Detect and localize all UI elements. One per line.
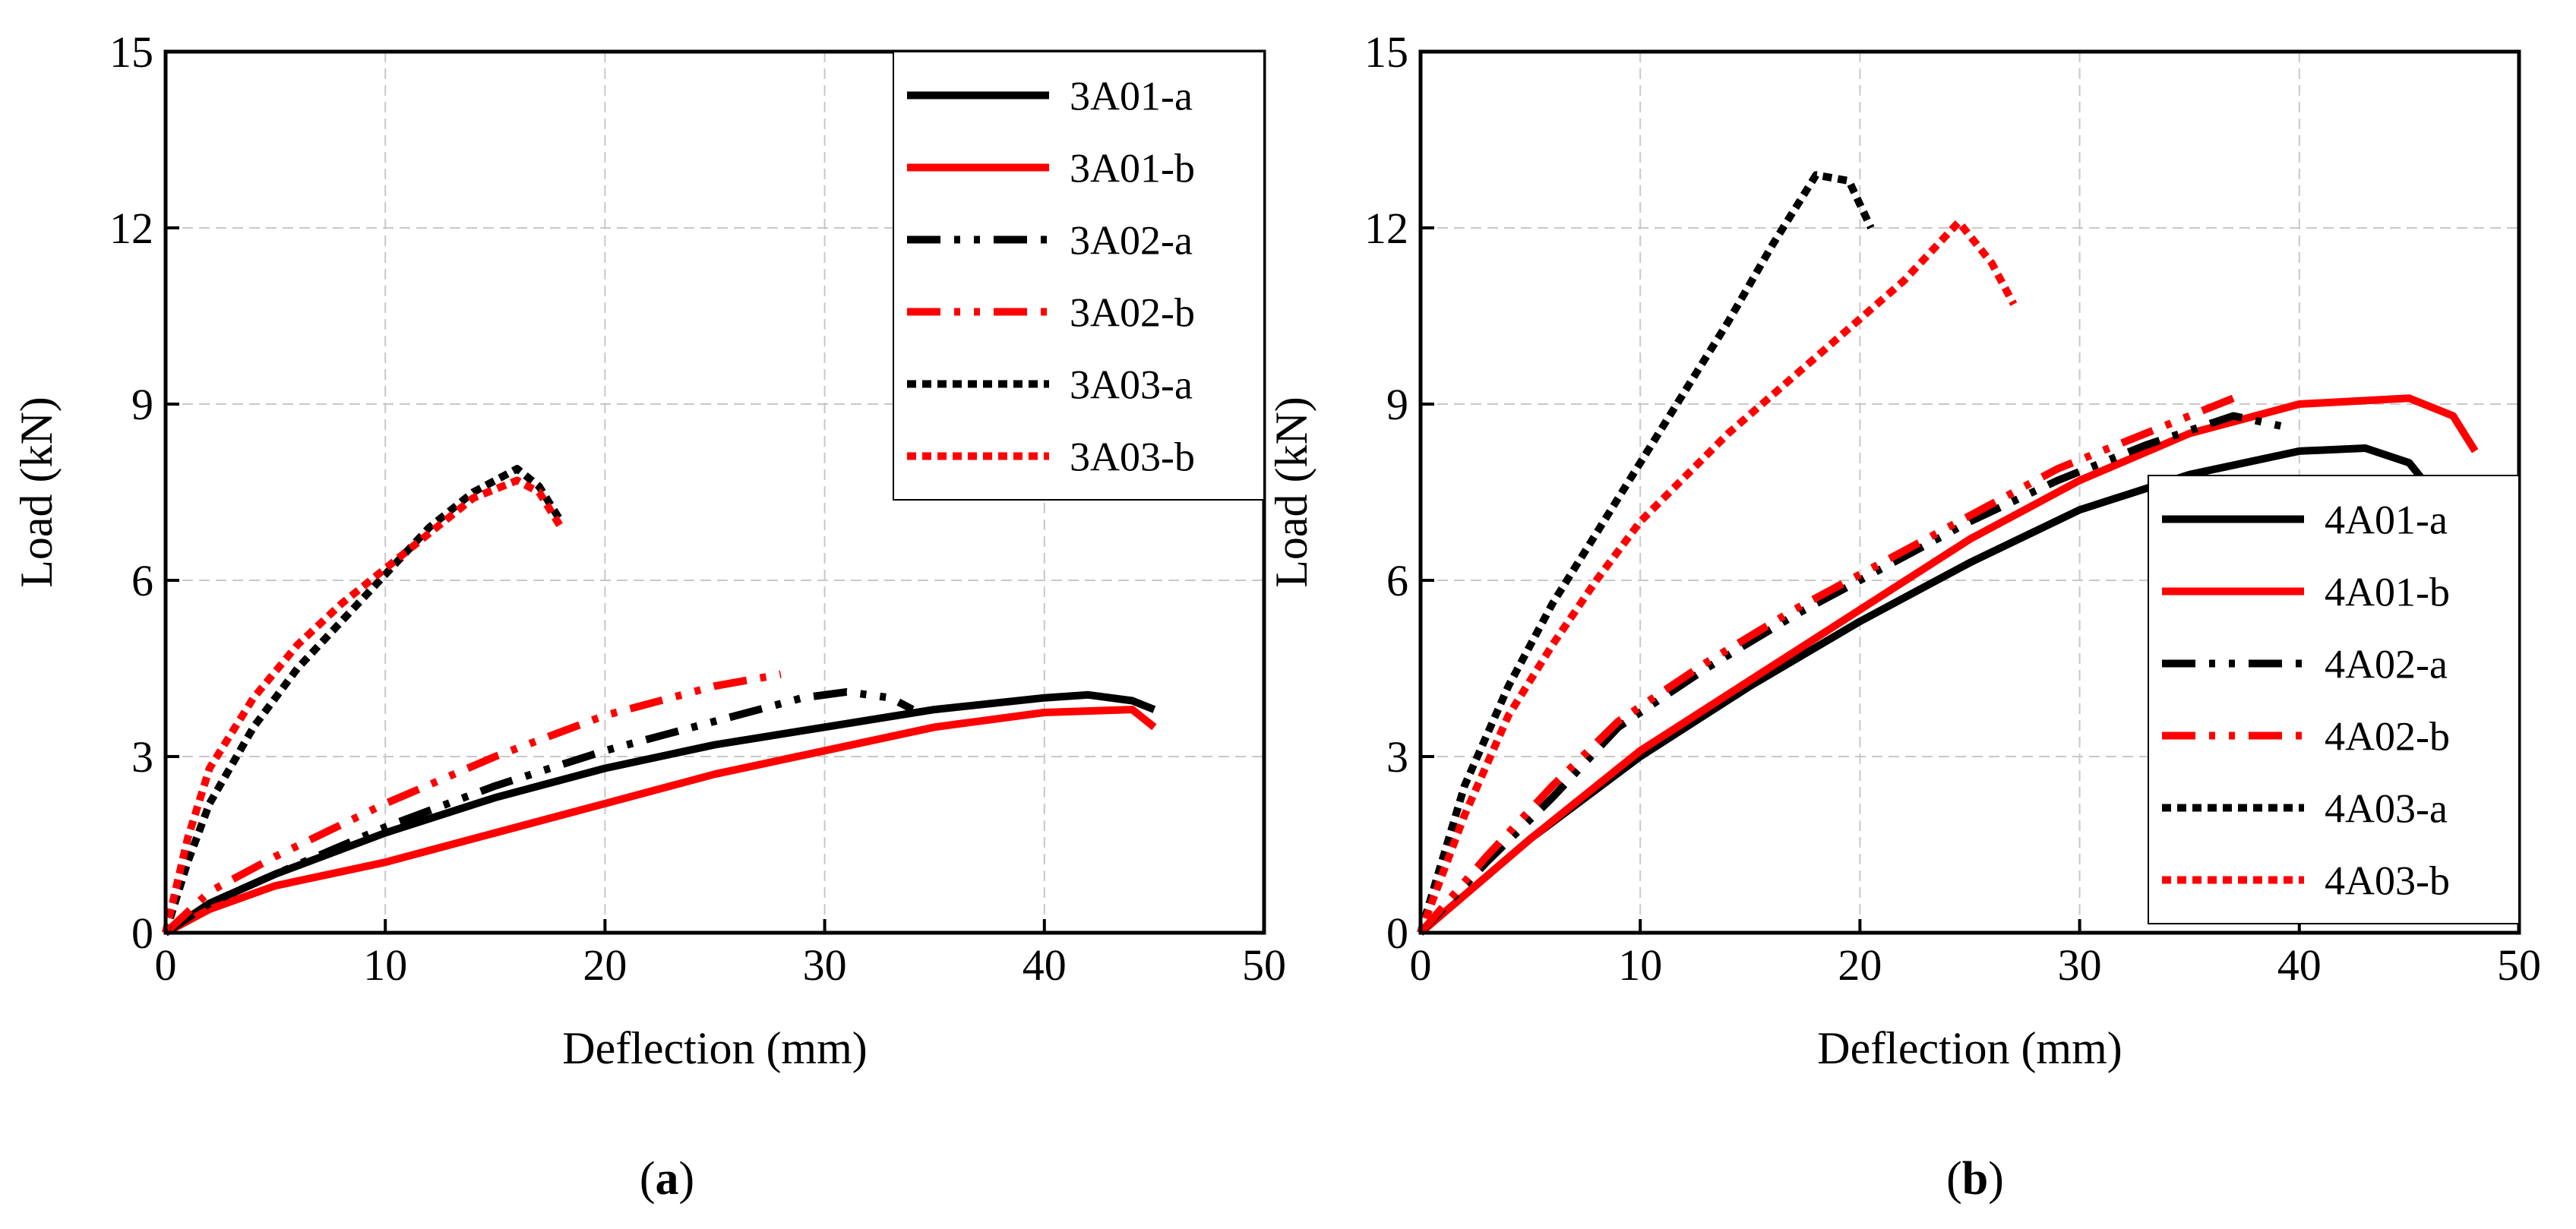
legend-label: 4A01-a bbox=[2325, 498, 2448, 543]
legend-box bbox=[2148, 475, 2520, 924]
y-axis-title: Load (kN) bbox=[11, 397, 62, 588]
x-tick-label: 0 bbox=[1410, 940, 1432, 990]
legend-label: 3A03-b bbox=[1070, 434, 1195, 480]
legend-box bbox=[893, 51, 1265, 501]
y-tick-label: 6 bbox=[131, 556, 153, 605]
y-tick-label: 0 bbox=[131, 908, 153, 958]
panel-letter: b bbox=[1962, 1153, 1988, 1205]
x-tick-label: 50 bbox=[2497, 940, 2541, 990]
x-tick-label: 30 bbox=[2058, 940, 2102, 990]
series-line-3A02-a bbox=[163, 687, 915, 937]
series-line-4A02-b bbox=[1418, 394, 2235, 936]
y-tick-label: 15 bbox=[109, 27, 153, 77]
series-line-4A03-b bbox=[1417, 218, 2018, 934]
y-tick-label: 9 bbox=[1386, 380, 1408, 429]
legend: 4A01-a 4A01-b 4A02-a 4A02-b 4A03-a 4A03-b bbox=[2148, 475, 2520, 924]
legend-label: 3A01-a bbox=[1070, 74, 1193, 119]
series-line-3A02-b bbox=[163, 670, 782, 936]
legend-label: 3A03-a bbox=[1070, 362, 1193, 408]
x-axis-title: Deflection (mm) bbox=[1817, 1023, 2122, 1073]
legend-label: 4A03-a bbox=[2325, 786, 2448, 832]
x-tick-label: 40 bbox=[2277, 940, 2322, 990]
legend-label: 4A01-b bbox=[2325, 570, 2450, 615]
x-axis-title: Deflection (mm) bbox=[562, 1023, 868, 1073]
panel-label: (b) bbox=[1946, 1153, 2004, 1205]
series-line-3A01-b bbox=[163, 706, 1157, 937]
x-tick-label: 30 bbox=[803, 940, 847, 990]
y-tick-label: 3 bbox=[131, 732, 153, 782]
x-tick-label: 20 bbox=[1838, 940, 1882, 990]
legend-label: 3A01-b bbox=[1070, 146, 1195, 191]
series-line-3A03-a bbox=[162, 465, 564, 934]
legend-label: 3A02-b bbox=[1070, 290, 1195, 336]
series-line-3A01-a bbox=[163, 690, 1156, 937]
y-tick-label: 12 bbox=[109, 204, 153, 253]
x-tick-label: 10 bbox=[1618, 940, 1662, 990]
legend-label: 4A03-b bbox=[2325, 858, 2450, 904]
y-axis-title: Load (kN) bbox=[1266, 397, 1316, 588]
x-tick-label: 10 bbox=[363, 940, 407, 990]
panel-letter: a bbox=[656, 1153, 679, 1205]
legend: 3A01-a 3A01-b 3A02-a 3A02-b 3A03-a 3A03-b bbox=[893, 51, 1265, 501]
chart-panel-b: 0 10 20 30 40 50 0 3 6 9 12 15 Deflection (mm) Load (… bbox=[1266, 27, 2541, 1205]
y-tick-label: 0 bbox=[1386, 908, 1408, 958]
y-tick-label: 9 bbox=[131, 380, 153, 429]
x-tick-label: 40 bbox=[1022, 940, 1067, 990]
y-tick-label: 3 bbox=[1386, 732, 1408, 782]
series-line-4A01-a bbox=[1418, 444, 2445, 936]
panel-label: (a) bbox=[640, 1153, 694, 1205]
series-line-4A03-a bbox=[1417, 171, 1875, 934]
y-tick-label: 6 bbox=[1386, 556, 1408, 605]
series-line-4A02-a bbox=[1418, 412, 2290, 936]
legend-label: 3A02-a bbox=[1070, 218, 1193, 264]
legend-label: 4A02-b bbox=[2325, 714, 2450, 760]
chart-panel-a: 0 10 20 30 40 50 0 3 6 9 12 15 Deflection (mm) Load (… bbox=[11, 27, 1286, 1205]
x-tick-label: 0 bbox=[155, 940, 177, 990]
series-line-4A01-b bbox=[1418, 394, 2479, 936]
y-tick-label: 12 bbox=[1364, 204, 1408, 253]
x-tick-label: 20 bbox=[583, 940, 627, 990]
series-line-3A03-b bbox=[162, 476, 564, 934]
legend-label: 4A02-a bbox=[2325, 642, 2448, 687]
y-tick-label: 15 bbox=[1364, 27, 1408, 77]
x-tick-label: 50 bbox=[1242, 940, 1286, 990]
